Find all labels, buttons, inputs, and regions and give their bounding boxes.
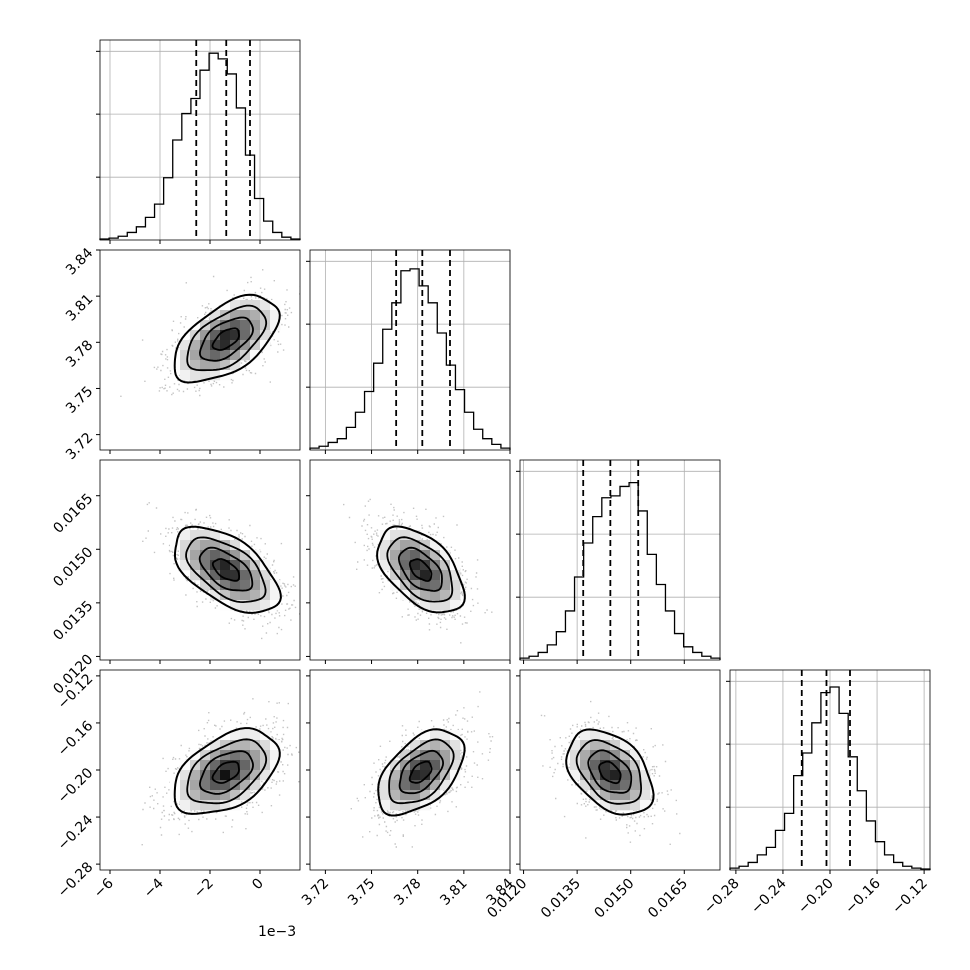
hist-step-p0 [99, 52, 301, 240]
x-tick-label-p3-1: −0.24 [748, 875, 790, 917]
y-tick-label-p1-4: 3.84 [63, 245, 96, 278]
contour-0 [211, 760, 240, 784]
density-fill [170, 730, 281, 811]
contour-1 [198, 546, 254, 592]
contour-2 [185, 536, 267, 604]
contour-2 [186, 738, 268, 805]
panel-frame [309, 669, 511, 871]
hist-frame [519, 459, 721, 661]
x-tick-label-p3-4: −0.12 [889, 876, 931, 918]
x-tick-label-p3-2: −0.20 [795, 876, 837, 918]
offset-label-p0: 1e−3 [258, 924, 296, 940]
y-tick-label-p3-1: −0.24 [55, 812, 97, 854]
contour-0 [211, 558, 240, 582]
hist-panel-p3 [726, 669, 931, 874]
hist-frame [99, 39, 301, 241]
y-tick-label-p3-3: −0.16 [55, 718, 97, 760]
contour-0 [211, 327, 240, 351]
hist-panel-p0 [96, 39, 301, 244]
contour-1 [587, 749, 633, 794]
contour-1 [398, 749, 445, 795]
x-tick-label-p3-3: −0.16 [842, 875, 884, 917]
density-panel-p1-p3 [306, 669, 511, 874]
panel-frame [309, 459, 511, 661]
panel-frame [99, 249, 301, 451]
hist-step-p3 [729, 686, 931, 870]
hist-step-p1 [309, 268, 511, 450]
density-panel-p0-p2 [96, 459, 301, 664]
y-tick-label-p2-3: 0.0165 [50, 491, 96, 537]
x-tick-label-p2-2: 0.0150 [592, 876, 638, 922]
contour-3 [376, 525, 466, 614]
contour-2 [388, 738, 455, 805]
hist-step-p2 [519, 481, 721, 660]
y-tick-label-p3-0: −0.28 [55, 859, 97, 901]
contour-0 [408, 760, 433, 784]
contour-2 [575, 739, 643, 805]
contour-0 [408, 558, 433, 582]
contour-2 [186, 304, 268, 372]
scatter-points [142, 502, 300, 640]
y-tick-label-p1-1: 3.75 [63, 384, 96, 417]
x-tick-label-p0-2: −2 [191, 876, 217, 902]
contour-3 [174, 525, 282, 614]
contour-3 [377, 728, 466, 817]
x-tick-label-p0-0: −6 [91, 875, 117, 901]
y-tick-label-p2-2: 0.0150 [50, 544, 96, 590]
y-tick-label-p1-2: 3.78 [63, 337, 96, 370]
contour-1 [198, 750, 254, 795]
hist-frame [729, 669, 931, 871]
x-tick-label-p3-0: −0.28 [701, 876, 743, 918]
density-fill [170, 530, 281, 611]
contour-0 [598, 760, 622, 785]
hist-frame [309, 249, 511, 451]
contour-3 [173, 727, 281, 815]
y-tick-label-p2-1: 0.0135 [50, 598, 96, 644]
x-tick-label-p1-1: 3.75 [345, 876, 378, 909]
x-tick-label-p1-0: 3.72 [299, 876, 332, 909]
x-tick-label-p1-2: 3.78 [391, 876, 424, 909]
density-panel-p0-p3 [96, 669, 301, 874]
x-tick-label-p0-1: −4 [141, 875, 167, 901]
x-tick-label-p2-1: 0.0135 [538, 876, 584, 922]
hist-panel-p1 [306, 249, 511, 454]
density-panel-p1-p2 [306, 459, 511, 664]
contour-3 [565, 728, 655, 816]
contour-2 [386, 536, 454, 603]
hist-panel-p2 [516, 459, 721, 664]
density-panel-p0-p1 [96, 249, 301, 454]
y-tick-label-p1-0: 3.72 [63, 430, 96, 463]
x-tick-label-p2-3: 0.0165 [645, 876, 691, 922]
contour-3 [173, 293, 281, 384]
panel-frame [519, 669, 721, 871]
y-tick-label-p1-3: 3.81 [63, 291, 96, 324]
x-tick-label-p1-3: 3.81 [437, 876, 470, 909]
x-tick-label-p0-3: 0 [249, 876, 267, 894]
density-panel-p2-p3 [516, 669, 721, 874]
contour-1 [198, 316, 254, 362]
panel-frame [99, 459, 301, 661]
y-tick-label-p3-2: −0.20 [55, 765, 97, 807]
panel-frame [99, 669, 301, 871]
contour-1 [398, 546, 443, 592]
